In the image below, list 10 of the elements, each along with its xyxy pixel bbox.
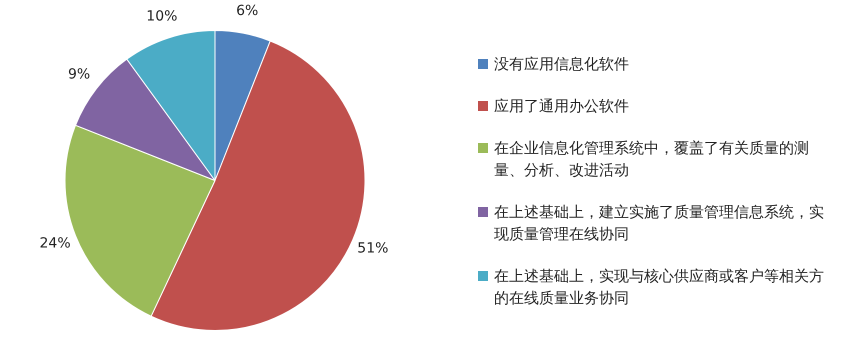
data-label: 24% [40,235,71,252]
data-label: 10% [146,8,178,25]
data-label: 6% [236,3,258,20]
legend-label: 应用了通用办公软件 [494,96,629,116]
data-label: 51% [357,240,388,256]
legend-label: 在企业信息化管理系统中，覆盖了有关质量的测量、分析、改进活动 [494,138,810,180]
legend-label: 在上述基础上，实现与核心供应商或客户等相关方的在线质量业务协同 [494,266,825,308]
legend-label: 在上述基础上，建立实施了质量管理信息系统，实现质量管理在线协同 [494,202,825,244]
data-label: 9% [68,66,90,83]
legend-label: 没有应用信息化软件 [494,54,629,74]
